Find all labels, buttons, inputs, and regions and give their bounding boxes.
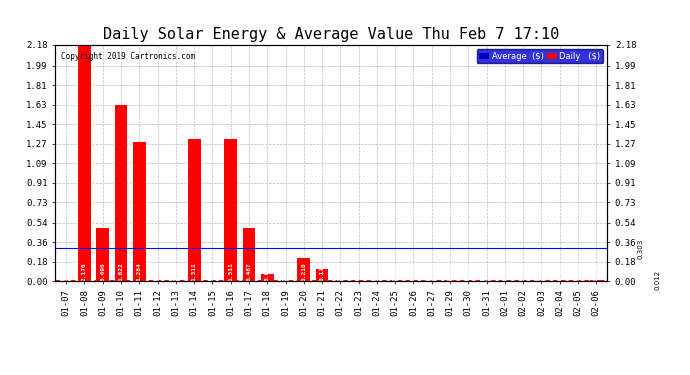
- Text: 2.176: 2.176: [82, 262, 87, 281]
- Bar: [243, 228, 255, 281]
- Bar: [97, 228, 109, 281]
- Text: 0.012: 0.012: [654, 270, 660, 290]
- Text: 0.000: 0.000: [448, 262, 453, 281]
- Text: 0.000: 0.000: [173, 262, 178, 281]
- Bar: [78, 45, 91, 281]
- Text: 0.000: 0.000: [210, 262, 215, 281]
- Text: 0.000: 0.000: [283, 262, 288, 281]
- Bar: [133, 142, 146, 281]
- Bar: [224, 139, 237, 281]
- Text: 0.000: 0.000: [338, 262, 343, 281]
- Bar: [590, 280, 602, 281]
- Text: 0.218: 0.218: [302, 262, 306, 281]
- Text: 0.000: 0.000: [375, 262, 380, 281]
- Bar: [297, 258, 310, 281]
- Text: 0.303: 0.303: [638, 238, 644, 258]
- Text: 0.000: 0.000: [411, 262, 416, 281]
- Legend: Average  ($), Daily   ($): Average ($), Daily ($): [477, 49, 603, 63]
- Text: 1.311: 1.311: [228, 262, 233, 281]
- Text: 0.000: 0.000: [429, 262, 434, 281]
- Text: 0.490: 0.490: [100, 262, 105, 281]
- Text: 1.284: 1.284: [137, 262, 141, 281]
- Text: 0.000: 0.000: [558, 262, 562, 281]
- Bar: [188, 139, 201, 281]
- Text: 1.622: 1.622: [119, 262, 124, 281]
- Text: Copyright 2019 Cartronics.com: Copyright 2019 Cartronics.com: [61, 52, 195, 61]
- Text: 0.487: 0.487: [246, 262, 251, 281]
- Text: 0.065: 0.065: [265, 262, 270, 281]
- Text: 1.311: 1.311: [192, 262, 197, 281]
- Text: 0.000: 0.000: [575, 262, 580, 281]
- Text: 0.000: 0.000: [539, 262, 544, 281]
- Text: 0.000: 0.000: [393, 262, 397, 281]
- Text: 0.000: 0.000: [484, 262, 489, 281]
- Text: 0.000: 0.000: [521, 262, 526, 281]
- Text: 0.114: 0.114: [319, 262, 324, 281]
- Text: 0.000: 0.000: [155, 262, 160, 281]
- Bar: [315, 269, 328, 281]
- Text: 0.012: 0.012: [593, 262, 599, 281]
- Text: 0.000: 0.000: [63, 262, 69, 281]
- Text: 0.000: 0.000: [356, 262, 361, 281]
- Bar: [115, 105, 128, 281]
- Text: 0.000: 0.000: [502, 262, 507, 281]
- Text: 0.000: 0.000: [466, 262, 471, 281]
- Title: Daily Solar Energy & Average Value Thu Feb 7 17:10: Daily Solar Energy & Average Value Thu F…: [103, 27, 560, 42]
- Bar: [261, 274, 274, 281]
